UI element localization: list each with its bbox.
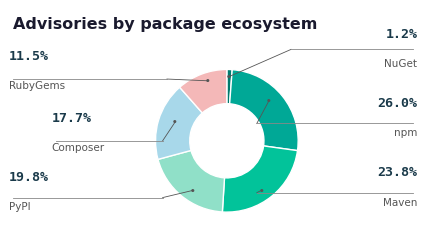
Text: PyPI: PyPI <box>9 203 30 212</box>
Text: ●: ● <box>173 120 177 124</box>
Wedge shape <box>227 69 232 104</box>
Text: ●: ● <box>259 188 263 192</box>
Text: ●: ● <box>191 188 194 192</box>
Text: ●: ● <box>227 75 231 79</box>
Text: ●: ● <box>206 79 209 83</box>
Text: Composer: Composer <box>51 143 104 153</box>
Wedge shape <box>180 69 227 113</box>
Text: ●: ● <box>267 99 271 103</box>
Text: 26.0%: 26.0% <box>377 97 417 110</box>
Text: 11.5%: 11.5% <box>9 50 48 63</box>
Text: Maven: Maven <box>383 198 417 207</box>
Text: 19.8%: 19.8% <box>9 171 48 184</box>
Text: 1.2%: 1.2% <box>385 28 417 41</box>
Text: Advisories by package ecosystem: Advisories by package ecosystem <box>13 17 317 32</box>
Text: 23.8%: 23.8% <box>377 166 417 179</box>
Text: npm: npm <box>394 128 417 138</box>
Text: RubyGems: RubyGems <box>9 82 65 91</box>
Wedge shape <box>230 70 298 151</box>
Text: 17.7%: 17.7% <box>51 112 91 125</box>
Wedge shape <box>155 87 202 159</box>
Wedge shape <box>223 146 297 212</box>
Text: NuGet: NuGet <box>384 59 417 69</box>
Wedge shape <box>158 150 225 212</box>
